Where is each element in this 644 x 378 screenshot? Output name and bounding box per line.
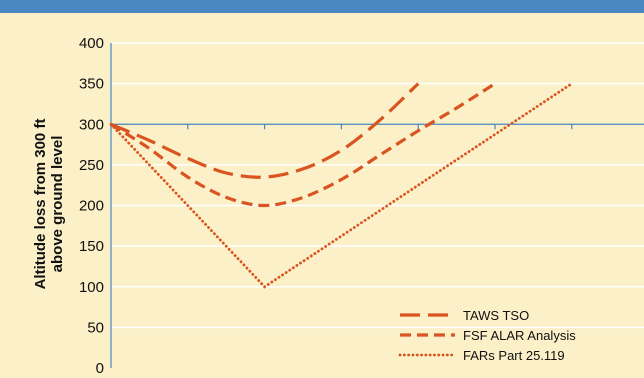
y-tick-label-50: 50	[87, 319, 104, 336]
series-line-2	[110, 82, 496, 208]
series-lines	[109, 82, 574, 289]
y-tick-label-250: 250	[79, 157, 104, 174]
y-tick-label-300: 300	[79, 116, 104, 133]
legend-label-1: TAWS TSO	[463, 308, 529, 323]
y-tick-label-0: 0	[96, 360, 104, 377]
legend: TAWS TSO FSF ALAR Analysis FARs Part 25.11…	[398, 308, 576, 363]
series-line-3	[109, 82, 574, 289]
y-axis-label-line1: Altitude loss from 300 ft	[32, 119, 49, 290]
y-tick-label-100: 100	[79, 279, 104, 296]
legend-label-2: FSF ALAR Analysis	[463, 328, 576, 343]
y-axis-label-line2: above ground level	[49, 136, 66, 273]
axes	[110, 43, 644, 368]
legend-label-3: FARs Part 25.119	[463, 348, 565, 363]
y-tick-label-150: 150	[79, 238, 104, 255]
y-tick-label-350: 350	[79, 76, 104, 93]
y-tick-label-200: 200	[79, 198, 104, 215]
gridlines	[111, 42, 644, 329]
series-line-1	[110, 82, 420, 179]
y-tick-label-400: 400	[79, 35, 104, 52]
y-tick-labels: 0 50 100 150 200 250 300 350 400	[79, 35, 104, 377]
top-banner	[0, 0, 644, 13]
